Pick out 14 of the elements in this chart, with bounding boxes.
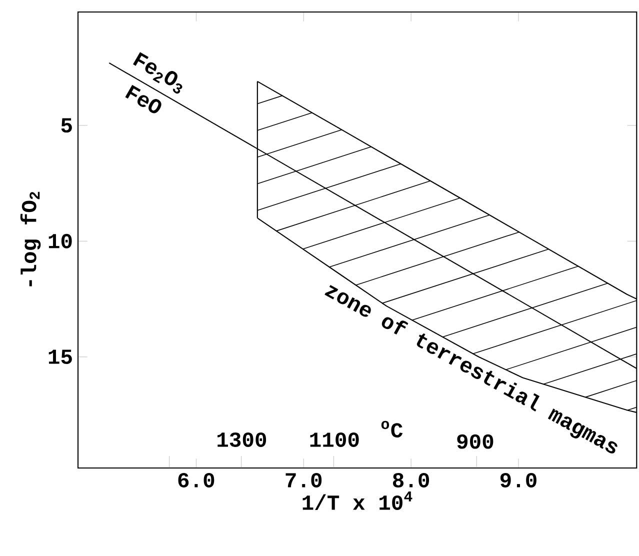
y-axis-title: -log fO$_{2}$ bbox=[20, 192, 41, 286]
annotation: FeO bbox=[125, 84, 162, 114]
x-tick-label: 8.0 bbox=[392, 472, 430, 488]
x-axis-title: 1/T x 10$^{4}$ bbox=[302, 492, 412, 510]
annotation: $^{o}$C bbox=[381, 420, 403, 438]
x-tick-label: 9.0 bbox=[500, 472, 536, 488]
x-tick-label: 6.0 bbox=[178, 472, 214, 488]
annotation: 1300 bbox=[218, 432, 266, 447]
annotation: 900 bbox=[457, 434, 494, 449]
y-tick-label: 5 bbox=[61, 118, 72, 133]
x-tick-label: 7.0 bbox=[286, 472, 322, 488]
annotation: 1100 bbox=[310, 432, 359, 447]
y-tick-label: 10 bbox=[48, 234, 72, 248]
y-tick-label: 15 bbox=[48, 350, 72, 364]
